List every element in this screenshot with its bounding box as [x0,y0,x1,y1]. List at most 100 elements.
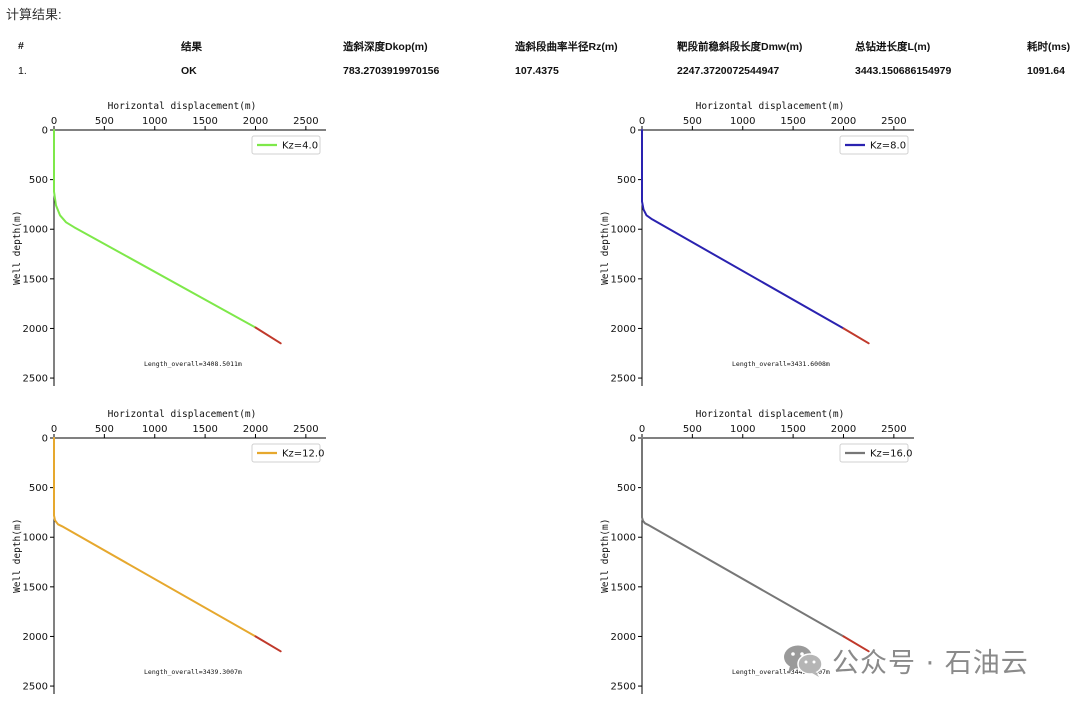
length-overall-annotation: Length_overall=3408.5011m [144,360,242,368]
y-tick-label: 2000 [611,324,636,335]
cell-result: OK [181,65,197,77]
column-header-rz: 造斜段曲率半径Rz(m) [515,40,618,53]
x-axis-title: Horizontal displacement(m) [108,409,257,420]
x-axis-title: Horizontal displacement(m) [108,101,257,112]
x-axis-title: Horizontal displacement(m) [696,101,845,112]
y-tick-label: 1500 [23,274,48,285]
column-header-time: 耗时(ms) [1027,40,1071,53]
x-tick-label: 1500 [780,424,805,435]
legend-label: Kz=4.0 [282,141,318,152]
trajectory-line [641,437,845,638]
trajectory-line [641,129,845,330]
y-tick-label: 500 [29,483,48,494]
length-overall-annotation: Length_overall=3443.1507m [732,668,830,676]
target-segment-line [254,326,282,345]
y-tick-label: 0 [42,126,48,137]
table-row: 1. OK 783.2703919970156 107.4375 2247.37… [0,58,1080,84]
x-tick-label: 2000 [243,116,268,127]
legend-label: Kz=8.0 [870,141,906,152]
length-overall-annotation: Length_overall=3439.3007m [144,668,242,676]
watermark-text: 公众号 · 石油云 [832,647,1029,679]
table-header-row: # 结果 造斜深度Dkop(m) 造斜段曲率半径Rz(m) 靶段前稳斜段长度Dm… [0,34,1080,58]
y-tick-label: 2500 [23,374,48,385]
x-tick-label: 500 [95,116,114,127]
legend-box [251,135,321,155]
well-trajectory-chart-3: 0 500 1000 1500 2000 2500 0 500 1000 1500 2000 2500… [0,404,340,694]
y-tick-label: 0 [630,434,636,445]
legend-box [839,443,909,463]
target-segment-line [842,327,870,345]
y-axis-title: Well depth(m) [600,519,611,593]
column-header-result: 结果 [181,40,202,53]
cell-rz: 107.4375 [515,65,559,77]
cell-length: 3443.150686154979 [855,65,952,77]
y-axis-title: Well depth(m) [12,519,23,593]
x-tick-label: 0 [51,424,57,435]
y-tick-label: 500 [29,175,48,186]
y-tick-label: 1500 [611,274,636,285]
x-tick-label: 2500 [881,424,906,435]
x-tick-label: 2500 [293,424,318,435]
cell-dmw: 2247.3720072544947 [677,65,780,77]
x-tick-label: 0 [639,424,645,435]
x-tick-label: 1500 [780,116,805,127]
trajectory-line [53,437,257,638]
wechat-icon [784,645,823,677]
x-tick-label: 1000 [142,116,167,127]
target-segment-line [254,635,282,653]
target-segment-line [842,635,870,653]
legend-label: Kz=12.0 [282,449,324,460]
x-tick-label: 500 [683,116,702,127]
y-tick-label: 1500 [611,582,636,593]
length-overall-annotation: Length_overall=3431.6008m [732,360,830,368]
x-tick-label: 1000 [142,424,167,435]
y-axis-title: Well depth(m) [600,211,611,285]
y-axis-title: Well depth(m) [12,211,23,285]
x-tick-label: 2000 [831,424,856,435]
chart-svg: 0 500 1000 1500 2000 2500 0 500 1000 1500 2000 2500… [12,409,326,694]
x-tick-label: 1000 [730,424,755,435]
x-tick-label: 0 [51,116,57,127]
x-tick-label: 0 [639,116,645,127]
y-tick-label: 0 [630,126,636,137]
x-tick-label: 1000 [730,116,755,127]
x-axis-title: Horizontal displacement(m) [696,409,845,420]
results-table: # 结果 造斜深度Dkop(m) 造斜段曲率半径Rz(m) 靶段前稳斜段长度Dm… [0,34,1080,84]
x-tick-label: 2500 [293,116,318,127]
cell-index: 1. [18,65,27,77]
column-header-index: # [18,40,24,52]
y-tick-label: 2500 [23,682,48,693]
x-tick-label: 500 [683,424,702,435]
cell-time: 1091.64 [1027,65,1065,77]
y-tick-label: 500 [617,175,636,186]
y-tick-label: 2500 [611,682,636,693]
x-tick-label: 2500 [881,116,906,127]
x-tick-label: 2000 [831,116,856,127]
column-header-dmw: 靶段前稳斜段长度Dmw(m) [677,40,803,53]
well-trajectory-chart-1: 0 500 1000 1500 2000 2500 0 500 1000 1500 2000 2500… [0,96,340,386]
y-tick-label: 2000 [611,632,636,643]
x-tick-label: 1500 [192,424,217,435]
y-tick-label: 1000 [23,225,48,236]
legend-label: Kz=16.0 [870,449,912,460]
y-tick-label: 1000 [611,225,636,236]
chart-svg: 0 500 1000 1500 2000 2500 0 500 1000 1500 2000 2500… [600,409,914,694]
chart-svg: 0 500 1000 1500 2000 2500 0 500 1000 1500 2000 2500… [12,101,326,386]
y-tick-label: 2500 [611,374,636,385]
watermark: 公众号 · 石油云 [782,640,1029,680]
page-title: 计算结果: [6,7,62,22]
cell-dkop: 783.2703919970156 [343,65,440,77]
column-header-dkop: 造斜深度Dkop(m) [343,40,428,53]
y-tick-label: 0 [42,434,48,445]
well-trajectory-chart-2: 0 500 1000 1500 2000 2500 0 500 1000 1500 2000 2500… [588,96,928,386]
y-tick-label: 1000 [23,533,48,544]
x-tick-label: 1500 [192,116,217,127]
chart-svg: 0 500 1000 1500 2000 2500 0 500 1000 1500 2000 2500… [600,101,914,386]
well-trajectory-chart-4: 0 500 1000 1500 2000 2500 0 500 1000 1500 2000 2500… [588,404,928,694]
x-tick-label: 500 [95,424,114,435]
column-header-length: 总钻进长度L(m) [855,40,931,53]
y-tick-label: 1000 [611,533,636,544]
y-tick-label: 1500 [23,582,48,593]
legend-box [839,135,909,155]
trajectory-line [53,129,257,329]
